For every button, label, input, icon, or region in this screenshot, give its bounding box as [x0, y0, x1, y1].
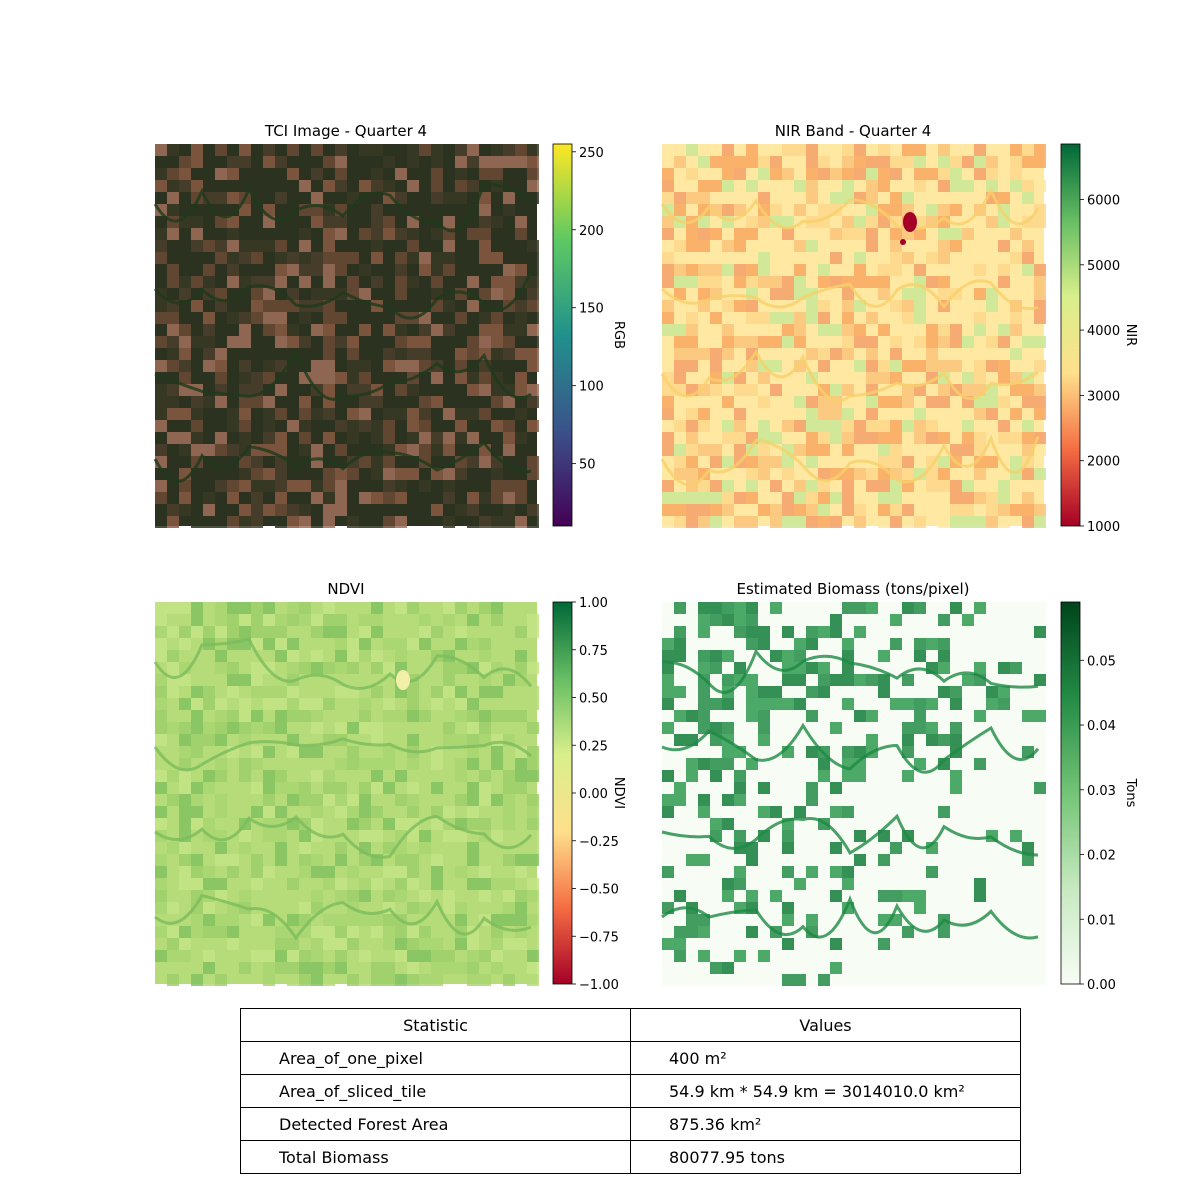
table-row: Detected Forest Area 875.36 km²	[240, 1107, 1021, 1141]
colorbar-tick-label: 4000	[1087, 324, 1120, 339]
panel-title: TCI Image - Quarter 4	[264, 122, 427, 140]
colorbar-gradient	[552, 601, 573, 985]
colorbar-tick-label: 0.03	[1087, 784, 1116, 799]
colorbar-tick-label: −0.50	[579, 883, 619, 898]
colorbar-tick-label: 150	[579, 302, 604, 317]
colorbar-tick-label: 200	[579, 224, 604, 239]
colorbar-label: NDVI	[611, 777, 626, 809]
colorbar-tick-label: 0.02	[1087, 849, 1116, 864]
table-header-values: Values	[630, 1008, 1021, 1042]
colorbar: 1000 2000 3000 4000 5000 6000 NIR	[1060, 143, 1138, 535]
colorbar-tick-label: 0.05	[1087, 654, 1116, 669]
table-cell-statistic: Area_of_one_pixel	[240, 1041, 631, 1075]
panel-title: NIR Band - Quarter 4	[775, 122, 932, 140]
colorbar-tick-label: 1.00	[579, 596, 608, 611]
raster-image	[660, 144, 1046, 528]
panel-title: Estimated Biomass (tons/pixel)	[736, 580, 969, 598]
colorbar-gradient	[1060, 143, 1081, 527]
table-cell-value: 875.36 km²	[630, 1107, 1021, 1141]
colorbar-tick-label: 0.04	[1087, 719, 1116, 734]
colorbar-tick-label: 0.25	[579, 739, 608, 754]
colorbar-tick-label: 1000	[1087, 520, 1120, 535]
colorbar-tick-label: 0.75	[579, 644, 608, 659]
table-cell-value: 80077.95 tons	[630, 1140, 1021, 1174]
raster-image	[661, 602, 1046, 986]
colorbar-tick-label: −0.25	[579, 835, 619, 850]
colorbar-tick-label: 5000	[1087, 259, 1120, 274]
colorbar-tick-label: −0.75	[579, 930, 619, 945]
raster-image	[153, 602, 539, 986]
colorbar: 0.00 0.01 0.02 0.03 0.04 0.05 Tons	[1060, 601, 1138, 993]
chart-panel-2: NIR Band - Quarter 4 1000 2000 3000 4000 5000…	[660, 122, 1138, 535]
colorbar-tick-label: 100	[579, 380, 604, 395]
statistics-table: Statistic Values Area_of_one_pixel 400 m…	[240, 1008, 1021, 1174]
table-cell-statistic: Detected Forest Area	[240, 1107, 631, 1141]
chart-panel-3: NDVI −1.00 −0.75 −0.50 −0.25 0.00 0.25 0.50 0.75…	[153, 580, 626, 993]
colorbar-tick-label: 50	[579, 458, 596, 473]
colorbar-tick-label: 3000	[1087, 389, 1120, 404]
table-cell-statistic: Area_of_sliced_tile	[240, 1074, 631, 1108]
raster-image	[153, 144, 539, 528]
table-cell-value: 400 m²	[630, 1041, 1021, 1075]
colorbar-tick-label: 0.00	[1087, 978, 1116, 993]
colorbar-label: RGB	[611, 321, 626, 349]
colorbar-tick-label: 0.01	[1087, 913, 1116, 928]
colorbar-gradient	[552, 143, 573, 527]
chart-panel-1: TCI Image - Quarter 4 50 100 150 200 250 RGB	[153, 122, 626, 528]
table-header-row: Statistic Values	[240, 1008, 1021, 1042]
colorbar-tick-label: −1.00	[579, 978, 619, 993]
table-row: Area_of_sliced_tile 54.9 km * 54.9 km = …	[240, 1074, 1021, 1108]
colorbar-label: NIR	[1123, 324, 1138, 347]
chart-panel-4: Estimated Biomass (tons/pixel)0.000.010.…	[661, 580, 1138, 993]
table-cell-statistic: Total Biomass	[240, 1140, 631, 1174]
colorbar-tick-label: 250	[579, 146, 604, 161]
colorbar-tick-label: 6000	[1087, 194, 1120, 209]
colorbar-tick-label: 2000	[1087, 455, 1120, 470]
colorbar-tick-label: 0.50	[579, 692, 608, 707]
colorbar: 50 100 150 200 250 RGB	[552, 143, 626, 527]
colorbar-label: Tons	[1123, 778, 1138, 808]
colorbar-tick-label: 0.00	[579, 787, 608, 802]
colorbar-gradient	[1060, 601, 1081, 985]
table-cell-value: 54.9 km * 54.9 km = 3014010.0 km²	[630, 1074, 1021, 1108]
table-header-statistic: Statistic	[240, 1008, 631, 1042]
table-row: Area_of_one_pixel 400 m²	[240, 1041, 1021, 1075]
panel-title: NDVI	[327, 580, 364, 598]
table-row: Total Biomass 80077.95 tons	[240, 1140, 1021, 1174]
colorbar: −1.00 −0.75 −0.50 −0.25 0.00 0.25 0.50 0.75 1.00…	[552, 596, 626, 993]
